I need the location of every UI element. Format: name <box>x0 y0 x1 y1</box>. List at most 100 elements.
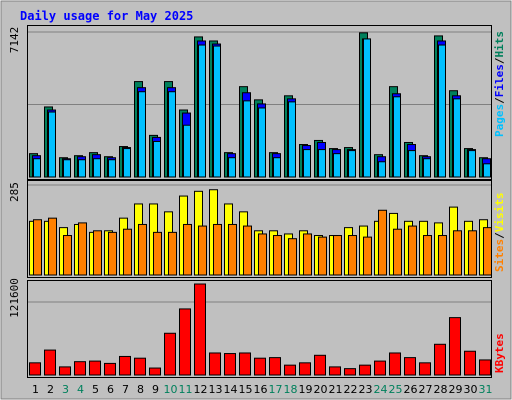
sites-bar <box>168 231 177 276</box>
legend-kbytes: KBytes <box>493 333 506 373</box>
kbytes-bar <box>479 359 491 376</box>
sites-bar <box>138 223 147 276</box>
pages-bar <box>378 161 386 178</box>
day-label: 9 <box>152 383 159 396</box>
legend-visits: Visits <box>493 193 506 233</box>
sites-bar <box>48 217 57 276</box>
svg-text:Sites/Visits: Sites/Visits <box>493 193 506 273</box>
kbytes-bar <box>284 364 296 376</box>
sites-bar <box>198 225 207 276</box>
sites-bar <box>78 222 87 276</box>
sites-bar <box>153 231 162 276</box>
day-label: 12 <box>194 383 208 396</box>
kbytes-bar <box>389 352 401 376</box>
svg-text:Pages/Files/Hits: Pages/Files/Hits <box>493 31 506 137</box>
pages-bar <box>303 149 311 178</box>
kbytes-bar <box>314 354 326 376</box>
pages-bar <box>453 98 461 178</box>
sites-bar <box>93 230 102 276</box>
pages-bar <box>138 91 146 178</box>
pages-bar <box>438 44 446 178</box>
pages-bar <box>408 150 416 178</box>
day-label: 29 <box>449 383 463 396</box>
legend-separator: / <box>493 232 506 239</box>
kbytes-bar <box>224 353 236 376</box>
pages-bar <box>483 163 491 178</box>
day-label: 28 <box>434 383 448 396</box>
pages-bar <box>198 44 206 178</box>
kbytes-bar <box>434 343 446 376</box>
kbytes-bar <box>359 364 371 376</box>
kbytes-bar <box>104 362 116 376</box>
pages-bar <box>363 38 371 178</box>
day-label: 22 <box>344 383 358 396</box>
kbytes-bar <box>44 349 56 376</box>
bars-layer <box>29 32 492 376</box>
kbytes-bar <box>344 368 356 376</box>
sites-bar <box>183 223 192 276</box>
legend-hits: Hits <box>493 31 506 58</box>
pages-bar <box>393 96 401 178</box>
kbytes-bar <box>329 366 341 376</box>
day-label: 24 <box>374 383 388 396</box>
legend-separator: / <box>493 97 506 104</box>
pages-bar <box>258 107 266 178</box>
visits-legend: Sites/Visits <box>493 193 506 273</box>
pages-bar <box>333 153 341 178</box>
sites-bar <box>483 227 492 276</box>
pages-bar <box>243 100 251 178</box>
sites-bar <box>453 230 462 276</box>
pages-bar <box>213 45 221 178</box>
kbytes-bar <box>89 360 101 376</box>
kbytes-bar <box>299 362 311 376</box>
day-label: 31 <box>479 383 493 396</box>
pages-bar <box>168 91 176 178</box>
sites-bar <box>228 223 237 276</box>
pages-bar <box>348 150 356 178</box>
legend-sites: Sites <box>493 239 506 272</box>
day-label: 21 <box>329 383 343 396</box>
day-label: 14 <box>224 383 238 396</box>
sites-bar <box>438 235 447 276</box>
pages-bar <box>228 157 236 178</box>
kbytes-bar <box>74 361 86 376</box>
day-label: 26 <box>404 383 418 396</box>
sites-bar <box>303 233 312 276</box>
day-label: 1 <box>32 383 39 396</box>
kbytes-bar <box>164 332 176 376</box>
pages-bar <box>153 140 161 178</box>
day-labels: 1 2 3 4 5 6 7 8 9 10 11 12 13 14 15 16 17 18 19 20 21 22 23 24 2… <box>32 383 493 396</box>
kbytes-bar <box>59 366 71 376</box>
day-label: 8 <box>137 383 144 396</box>
pages-bar <box>183 124 191 178</box>
sites-bar <box>123 228 132 276</box>
kbytes-bar <box>194 283 206 376</box>
day-label: 20 <box>314 383 328 396</box>
legend-files: Files <box>493 64 506 97</box>
sites-bar <box>393 228 402 276</box>
kbytes-bar <box>179 308 191 376</box>
kbytes-bar <box>404 357 416 376</box>
sites-bar <box>348 235 357 276</box>
pages-bar <box>93 158 101 178</box>
kbytes-bar <box>269 357 281 376</box>
sites-bar <box>213 223 222 276</box>
sites-bar <box>333 235 342 276</box>
kbytes-bar <box>29 362 41 376</box>
sites-bar <box>408 225 417 276</box>
day-label: 7 <box>122 383 129 396</box>
pages-bar <box>33 158 41 178</box>
hits-legend: Pages/Files/Hits <box>493 31 506 137</box>
day-label: 18 <box>284 383 298 396</box>
kbytes-bar <box>209 352 221 376</box>
pages-bar <box>288 101 296 178</box>
day-label: 11 <box>179 383 193 396</box>
kbytes-bar <box>419 362 431 376</box>
kbytes-bar <box>449 317 461 376</box>
day-label: 4 <box>77 383 84 396</box>
day-label: 2 <box>47 383 54 396</box>
day-label: 5 <box>92 383 99 396</box>
day-label: 10 <box>164 383 178 396</box>
